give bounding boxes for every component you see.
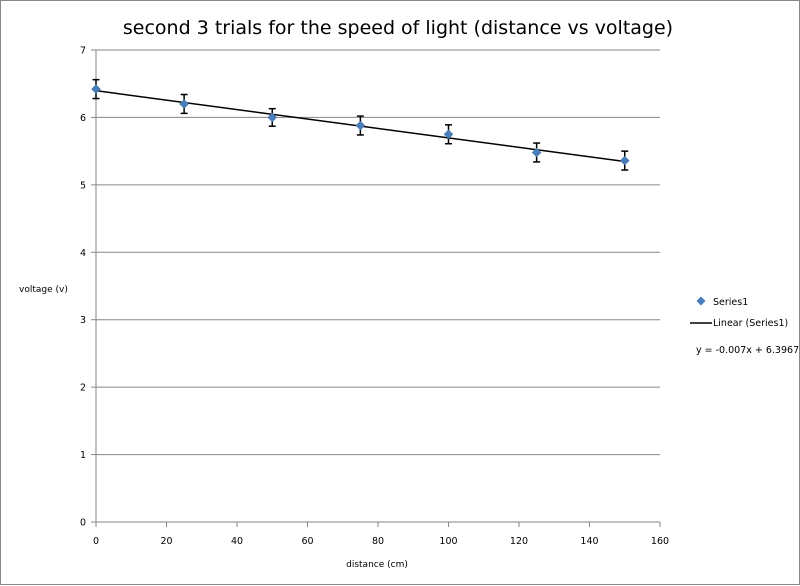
data-point-4: [443, 129, 454, 140]
y-tick-label-3: 3: [80, 315, 86, 326]
data-point-2: [267, 112, 278, 123]
trendline-equation: y = -0.007x + 6.3967: [696, 345, 799, 356]
x-tick-label-140: 140: [580, 536, 598, 547]
y-tick-label-0: 0: [80, 518, 86, 529]
data-point-5: [531, 147, 542, 158]
legend-series-label: Series1: [713, 297, 748, 308]
data-points: [91, 84, 630, 166]
x-tick-label-160: 160: [651, 536, 669, 547]
y-tick-label-7: 7: [80, 46, 86, 57]
data-point-0: [91, 84, 101, 94]
y-tick-label-6: 6: [80, 113, 86, 124]
data-point-1: [179, 99, 189, 109]
x-tick-label-0: 0: [93, 536, 99, 547]
legend-trendline-label: Linear (Series1): [713, 318, 788, 329]
x-tick-label-20: 20: [160, 536, 172, 547]
x-tick-label-120: 120: [510, 536, 528, 547]
x-tick-label-40: 40: [231, 536, 243, 547]
y-tick-label-4: 4: [80, 248, 86, 259]
axes: [91, 49, 661, 527]
data-point-6: [619, 155, 630, 166]
y-axis-label: voltage (v): [19, 285, 68, 295]
x-tick-label-100: 100: [439, 536, 457, 547]
legend-marker-series1: [696, 296, 706, 306]
y-tick-label-5: 5: [80, 180, 86, 191]
x-tick-label-80: 80: [372, 536, 384, 547]
y-tick-label-1: 1: [80, 450, 86, 461]
x-tick-labels: 0 20 40 60 80 100 120 140 160: [93, 536, 669, 547]
y-tick-labels: 0 1 2 3 4 5 6 7: [80, 46, 86, 529]
gridlines: [96, 49, 660, 456]
chart-title: second 3 trials for the speed of light (…: [123, 17, 673, 39]
x-axis-label: distance (cm): [346, 560, 408, 570]
data-point-3: [355, 120, 366, 131]
y-tick-label-2: 2: [80, 383, 86, 394]
legend: Series1 Linear (Series1) y = -0.007x + 6…: [690, 296, 799, 356]
x-tick-label-60: 60: [301, 536, 313, 547]
